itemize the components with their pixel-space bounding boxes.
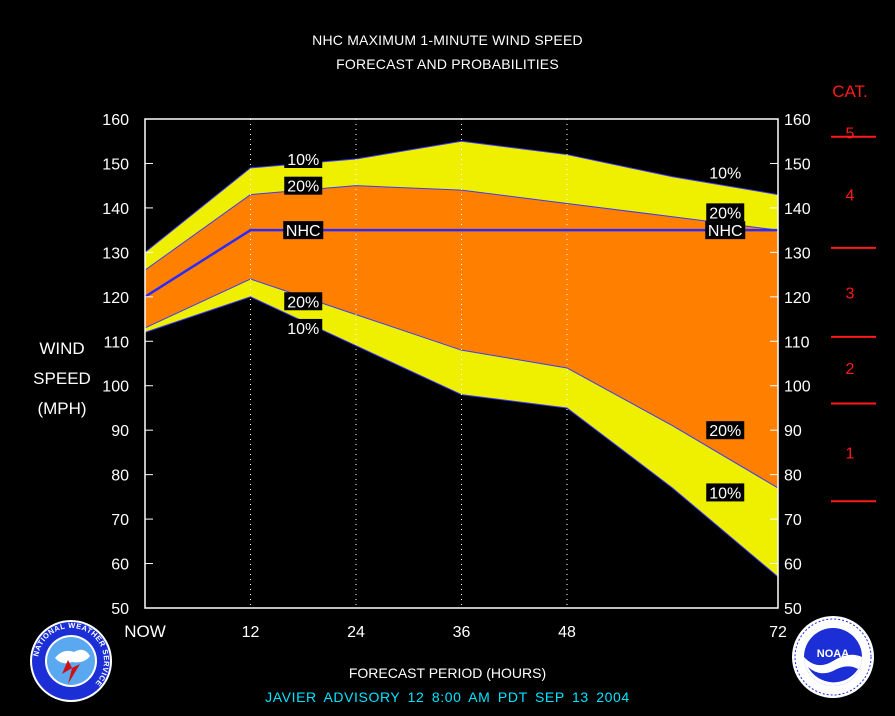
y-tick-label-left: 130	[102, 245, 129, 262]
category-header: CAT.	[832, 82, 868, 101]
y-tick-label-left: 70	[111, 512, 129, 529]
x-tick-label: 12	[242, 624, 260, 641]
x-tick-label: 36	[453, 624, 471, 641]
x-tick-label: 48	[558, 624, 576, 641]
band-label-background	[283, 221, 324, 240]
y-tick-label-left: 140	[102, 201, 129, 218]
band-label: NHC	[286, 223, 321, 240]
category-label: 3	[846, 285, 855, 302]
band-label: 20%	[287, 294, 319, 311]
category-label: 2	[846, 361, 855, 378]
y-tick-label-left: 100	[102, 379, 129, 396]
y-tick-label-right: 50	[784, 601, 802, 618]
y-tick-label-right: 120	[784, 290, 811, 307]
inner-probability-band	[145, 185, 778, 488]
band-label-background	[284, 176, 323, 195]
y-axis-label-line2: SPEED	[33, 369, 91, 388]
series-line-10pct-upper	[144, 140, 779, 253]
plot-frame	[144, 118, 779, 609]
band-label-background	[706, 421, 745, 440]
band-label-background	[284, 318, 323, 337]
y-tick-label-right: 80	[784, 468, 802, 485]
band-label: 10%	[287, 152, 319, 169]
band-label: 20%	[709, 423, 741, 440]
series-line-nhc	[144, 228, 778, 298]
y-tick-label-left: 150	[102, 156, 129, 173]
y-tick-label-right: 110	[784, 334, 810, 351]
band-label-background	[706, 203, 745, 222]
y-tick-label-right: 100	[784, 379, 811, 396]
band-label-background	[706, 483, 745, 502]
category-label: 5	[846, 125, 855, 142]
y-axis-label-line1: WIND	[39, 339, 85, 358]
y-tick-label-left: 50	[111, 601, 129, 618]
y-tick-label-right: 60	[784, 557, 802, 574]
category-label: 1	[846, 445, 855, 462]
band-label-background	[705, 221, 746, 240]
band-label: 20%	[287, 179, 319, 196]
y-tick-label-left: 120	[102, 290, 129, 307]
x-tick-label: 72	[769, 624, 787, 641]
band-label-background	[284, 150, 323, 169]
band-label: NHC	[708, 223, 743, 240]
x-tick-label: NOW	[124, 622, 166, 641]
y-tick-label-right: 140	[784, 201, 811, 218]
band-label: 10%	[709, 165, 741, 182]
band-label: 20%	[709, 205, 741, 222]
x-tick-label: 24	[347, 624, 365, 641]
y-tick-label-left: 90	[111, 423, 129, 440]
chart-title-line2: FORECAST AND PROBABILITIES	[336, 56, 559, 72]
y-tick-label-right: 90	[784, 423, 802, 440]
y-tick-label-left: 160	[102, 112, 129, 129]
category-label: 4	[846, 188, 855, 205]
nws-logo-icon: NATIONAL WEATHER SERVICE	[30, 620, 112, 702]
x-axis-label: FORECAST PERIOD (HOURS)	[348, 665, 547, 681]
noaa-logo-text: NOAA	[817, 648, 849, 660]
y-tick-label-left: 110	[103, 334, 129, 351]
y-tick-label-right: 130	[784, 245, 811, 262]
band-label-background	[284, 292, 323, 311]
y-tick-label-left: 80	[111, 468, 129, 485]
y-tick-label-left: 60	[111, 557, 129, 574]
y-tick-label-right: 150	[784, 156, 811, 173]
band-label: 10%	[709, 485, 741, 502]
advisory-footer: JAVIER ADVISORY 12 8:00 AM PDT SEP 13 20…	[265, 689, 630, 705]
noaa-logo-icon: NOAA	[792, 616, 874, 698]
y-tick-label-right: 70	[784, 512, 802, 529]
band-label: 10%	[287, 321, 319, 338]
y-axis-label-line3: (MPH)	[37, 399, 87, 418]
band-label-background	[706, 163, 745, 182]
chart-title-line1: NHC MAXIMUM 1-MINUTE WIND SPEED	[312, 32, 583, 48]
y-tick-label-right: 160	[784, 112, 811, 129]
